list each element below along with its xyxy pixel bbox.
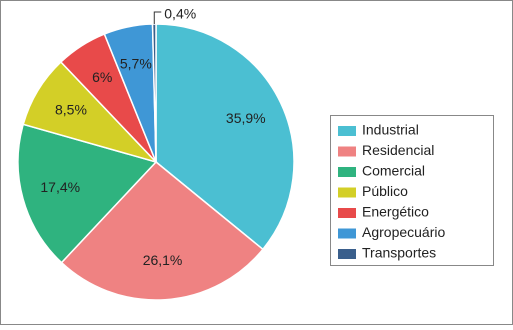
legend-frame bbox=[330, 115, 494, 266]
legend-label: Transportes bbox=[362, 245, 436, 261]
value-label: 26,1% bbox=[143, 252, 183, 268]
value-label: 17,4% bbox=[40, 179, 80, 195]
value-label: 8,5% bbox=[55, 101, 87, 117]
legend-label: Público bbox=[362, 183, 408, 199]
leader-line bbox=[153, 11, 162, 25]
value-label: 6% bbox=[92, 69, 112, 85]
legend-label: Energético bbox=[362, 204, 429, 220]
legend-label: Residencial bbox=[362, 142, 434, 158]
pie-slice bbox=[17, 123, 158, 264]
legend-swatch bbox=[338, 146, 356, 157]
legend-swatch bbox=[338, 228, 356, 239]
legend-swatch bbox=[338, 249, 356, 259]
legend-label: Comercial bbox=[362, 163, 425, 179]
legend-label: Agropecuário bbox=[362, 224, 445, 240]
legend-swatch bbox=[338, 208, 356, 218]
pie-slice bbox=[60, 160, 264, 301]
pie-slice bbox=[155, 23, 295, 251]
legend-label: Industrial bbox=[362, 122, 419, 138]
legend-swatch bbox=[338, 126, 356, 136]
value-label: 5,7% bbox=[120, 55, 152, 71]
legend-swatch bbox=[338, 167, 356, 177]
value-label: 0,4% bbox=[164, 6, 196, 22]
pie-slice bbox=[151, 23, 157, 163]
legend-swatch bbox=[338, 187, 356, 198]
value-label: 35,9% bbox=[226, 110, 266, 126]
